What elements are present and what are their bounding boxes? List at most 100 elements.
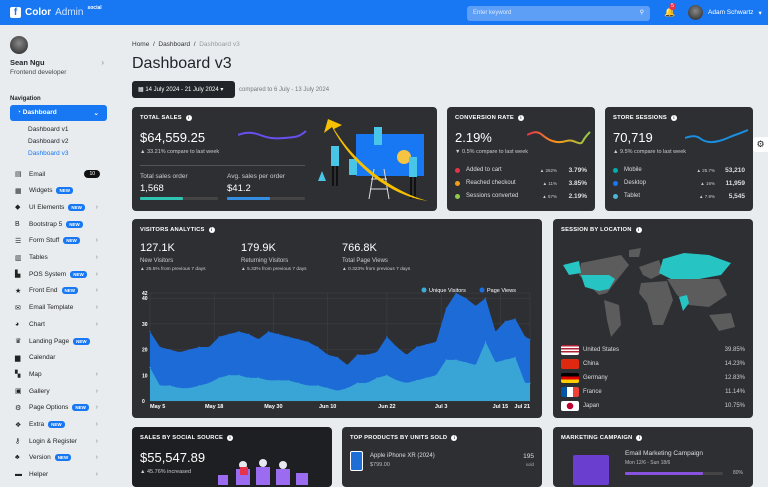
info-icon[interactable]: i (227, 435, 234, 441)
sidebar-item-login-register[interactable]: ⚷ Login & Register › (15, 435, 107, 447)
data-point (356, 382, 358, 384)
sidebar-item-front-end[interactable]: ★ Front End NEW › (15, 285, 107, 297)
data-point (455, 292, 457, 294)
info-icon[interactable]: i (670, 115, 677, 121)
location-row: Japan 10.75% (561, 400, 745, 411)
sidebar-item-calendar[interactable]: ▆ Calendar (15, 352, 107, 364)
gear-icon[interactable]: ⚙ (753, 137, 768, 152)
sidebar-item-chart[interactable]: ◕ Chart › (15, 318, 107, 330)
data-point (435, 374, 437, 376)
country-name: United States (583, 346, 620, 353)
gem-icon: ◆ (15, 204, 21, 212)
sidebar-item-label: Bootstrap 5 (29, 220, 63, 228)
x-tick-label: May 30 (264, 404, 282, 410)
caret-down-icon: ▾ (758, 9, 762, 17)
sidebar-item-label: Front End (29, 287, 58, 295)
breadcrumb-dashboard[interactable]: Dashboard (158, 41, 191, 48)
sidebar-item-ui-elements[interactable]: ◆ UI Elements NEW › (15, 201, 107, 213)
breadcrumb-home[interactable]: Home (132, 41, 150, 48)
briefcase-icon: ▬ (15, 471, 22, 479)
compare-text: compared to 6 July - 13 July 2024 (239, 87, 330, 93)
country-pct: 12.83% (724, 374, 745, 381)
data-point (297, 338, 299, 340)
info-icon[interactable]: i (185, 115, 192, 121)
profile[interactable]: Sean Ngu Frontend developer › (10, 36, 110, 76)
info-icon[interactable]: i (517, 115, 524, 121)
data-point (425, 377, 427, 379)
sidebar-sub-dashboard-v3[interactable]: Dashboard v3 (28, 150, 69, 157)
data-point (386, 336, 388, 338)
metric-value: 3.79% (568, 166, 587, 174)
legend-dot (455, 180, 460, 186)
sidebar-sub-dashboard-v1[interactable]: Dashboard v1 (28, 126, 69, 133)
total-sales-sparkline (238, 130, 307, 140)
sidebar-item-tables[interactable]: ▥ Tables › (15, 252, 107, 264)
date-range-button[interactable]: ▦ 14 July 2024 - 21 July 2024 ▾ (132, 81, 235, 98)
sidebar-item-email-template[interactable]: ✉ Email Template › (15, 302, 107, 314)
info-icon[interactable]: i (208, 227, 215, 233)
search-input[interactable]: Enter keyword ⚲ (467, 6, 650, 21)
country-pct: 39.85% (724, 346, 745, 353)
data-point (445, 359, 447, 361)
cash-register-icon: ▙ (15, 271, 21, 279)
legend-label: Page Views (487, 288, 516, 294)
date-range-label: 14 July 2024 - 21 July 2024 (145, 87, 219, 93)
metric-label: Mobile (624, 167, 642, 173)
metric-row: Reached checkout ▲ 11% 3.85% (455, 180, 587, 187)
sidebar-item-helper[interactable]: ▬ Helper › (15, 469, 107, 481)
avg-value: $41.2 (227, 183, 251, 194)
sidebar-item-pos-system[interactable]: ▙ POS System NEW › (15, 268, 107, 280)
chevron-down-icon: ⌄ (93, 110, 99, 117)
card-title: CONVERSION RATE i (455, 115, 524, 121)
sidebar-item-label: Helper (29, 471, 49, 479)
product-price: $799.00 (370, 462, 390, 468)
data-point (188, 348, 191, 351)
user-menu[interactable]: Adam Schwartz ▾ (688, 5, 762, 20)
product-sold: 195 (523, 453, 534, 460)
info-icon[interactable]: i (636, 435, 643, 441)
data-point (317, 384, 319, 387)
sidebar-item-extra[interactable]: ❖ Extra NEW › (15, 419, 107, 431)
area-page-views (150, 293, 530, 401)
chevron-right-icon: › (95, 421, 98, 428)
data-point (169, 348, 171, 351)
data-point (228, 333, 230, 335)
y-tick-label: 42 (142, 291, 148, 297)
sidebar-item-email[interactable]: ▤ Email 10 (15, 168, 107, 180)
search-icon[interactable]: ⚲ (639, 10, 644, 16)
sidebar-item-form-stuff[interactable]: ☰ Form Stuff NEW › (15, 235, 107, 247)
sidebar-item-landing-page[interactable]: ♛ Landing Page NEW (15, 335, 107, 347)
metric-label: Tablet (624, 193, 641, 199)
data-point (218, 336, 220, 338)
social-change: ▲ 45.76% increased (140, 469, 192, 475)
social-illustration (218, 459, 308, 485)
campaign-dates: Mon 12/6 - Sun 18/6 (625, 460, 671, 466)
sidebar-item-gallery[interactable]: ▣ Gallery › (15, 385, 107, 397)
sidebar-item-label: Map (29, 370, 42, 378)
chevron-right-icon: › (95, 387, 98, 395)
world-map (563, 248, 735, 337)
sidebar-item-version[interactable]: ♣ Version NEW › (15, 452, 107, 464)
data-point (376, 351, 378, 353)
product-name[interactable]: Apple iPhone XR (2024) (370, 453, 435, 459)
sidebar-item-dashboard[interactable]: ◔ Dashboard ⌄ (10, 105, 107, 121)
sidebar-item-map[interactable]: ▚ Map › (15, 368, 107, 380)
campaign-name[interactable]: Email Marketing Campaign (625, 450, 704, 457)
data-point (415, 346, 418, 348)
sidebar-item-page-options[interactable]: ⚙ Page Options NEW › (15, 402, 107, 414)
data-point (327, 354, 329, 356)
sidebar-item-label: Landing Page (29, 337, 70, 345)
chevron-right-icon: › (95, 454, 98, 462)
sidebar-item-widgets[interactable]: ▦ Widgets NEW (15, 185, 107, 197)
profile-role: Frontend developer (10, 69, 67, 76)
sidebar-sub-dashboard-v2[interactable]: Dashboard v2 (28, 138, 69, 145)
bell-icon[interactable]: 🔔 5 (664, 3, 676, 17)
search-placeholder: Enter keyword (473, 10, 512, 16)
info-icon[interactable]: i (635, 227, 642, 233)
data-point (169, 384, 171, 387)
new-badge: NEW (54, 454, 72, 462)
info-icon[interactable]: i (451, 435, 458, 441)
sidebar-item-bootstrap-5[interactable]: B Bootstrap 5 NEW (15, 218, 107, 230)
brand-logo[interactable]: f Color Admin social (10, 5, 102, 18)
metric-row: Sessions converted ▲ 57% 2.19% (455, 193, 587, 200)
